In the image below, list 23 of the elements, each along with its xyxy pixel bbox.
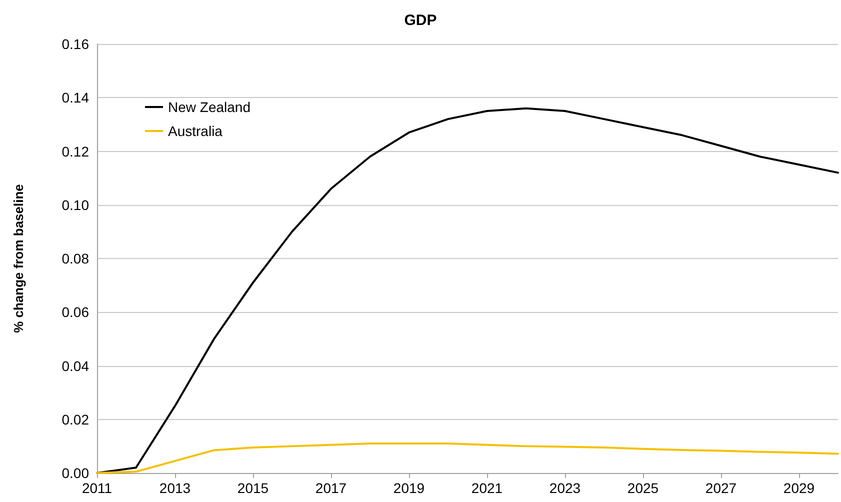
y-tick-label: 0.06 [62, 304, 90, 320]
x-tick-label: 2029 [783, 480, 815, 496]
x-tick-label: 2017 [315, 480, 347, 496]
x-tick-label: 2023 [549, 480, 581, 496]
y-tick-label: 0.00 [62, 465, 90, 481]
legend-label: Australia [168, 123, 223, 139]
x-tick-label: 2025 [627, 480, 659, 496]
y-tick-label: 0.16 [62, 36, 90, 52]
y-tick-label: 0.14 [62, 90, 90, 106]
x-tick-label: 2027 [705, 480, 737, 496]
y-tick-label: 0.02 [62, 411, 90, 428]
x-tick-label: 2015 [237, 480, 269, 496]
y-tick-label: 0.08 [62, 250, 90, 266]
y-tick-label: 0.10 [62, 196, 90, 213]
x-tick-label: 2011 [82, 480, 112, 496]
x-tick-label: 2019 [393, 480, 425, 496]
x-tick-label: 2013 [159, 480, 191, 496]
legend-label: New Zealand [168, 99, 250, 115]
y-tick-label: 0.12 [62, 143, 90, 160]
chart-title: GDP [404, 12, 437, 29]
y-axis-title: % change from baseline [11, 184, 26, 333]
y-tick-label: 0.04 [62, 358, 90, 374]
x-tick-label: 2021 [471, 480, 503, 496]
